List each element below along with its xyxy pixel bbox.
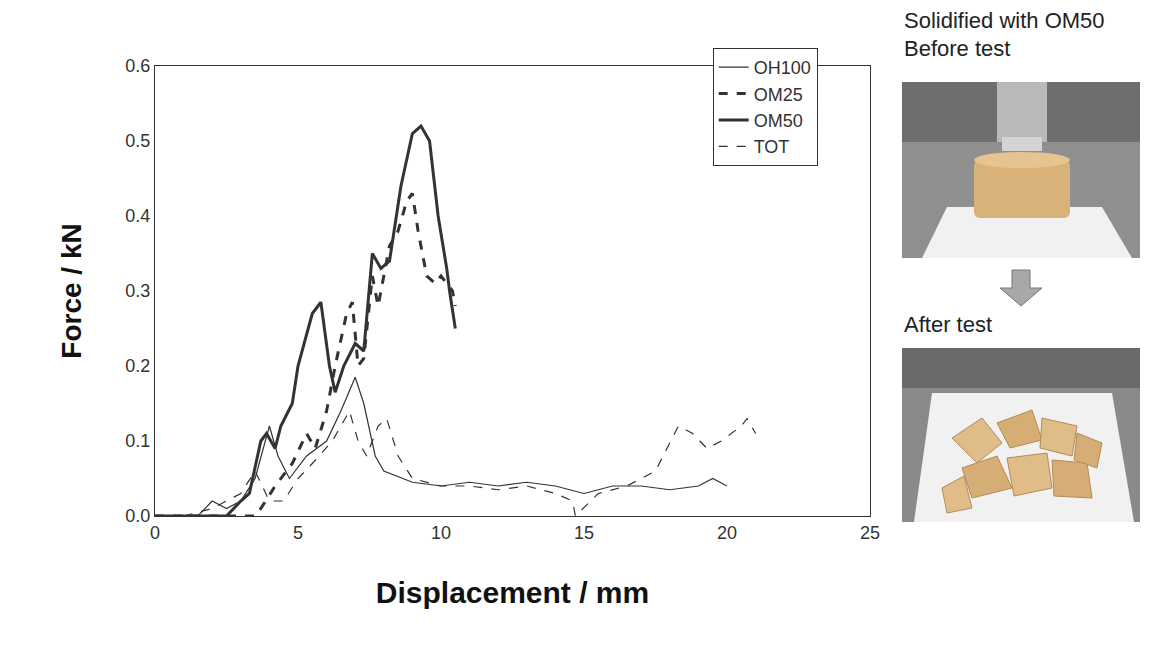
svg-text:20: 20 — [717, 523, 737, 543]
svg-text:5: 5 — [293, 523, 303, 543]
svg-text:25: 25 — [860, 523, 880, 543]
svg-text:0: 0 — [150, 523, 160, 543]
svg-text:Force / kN: Force / kN — [56, 223, 87, 358]
html-text:After test: After test — [904, 312, 992, 337]
svg-text:0.4: 0.4 — [125, 206, 150, 226]
svg-text:0.1: 0.1 — [125, 431, 150, 451]
svg-text:0.5: 0.5 — [125, 131, 150, 151]
svg-text:0.3: 0.3 — [125, 281, 150, 301]
svg-text:OM50: OM50 — [754, 111, 803, 131]
svg-text:15: 15 — [574, 523, 594, 543]
html-text:Before test: Before test — [904, 36, 1011, 61]
svg-text:0.0: 0.0 — [125, 506, 150, 526]
svg-text:OH100: OH100 — [754, 58, 811, 78]
html-text:Solidified with OM50: Solidified with OM50 — [904, 8, 1105, 33]
svg-text:0.2: 0.2 — [125, 356, 150, 376]
svg-text:0.6: 0.6 — [125, 56, 150, 76]
svg-text:OM25: OM25 — [754, 85, 803, 105]
svg-text:TOT: TOT — [754, 137, 790, 157]
svg-text:Displacement / mm: Displacement / mm — [376, 576, 649, 609]
svg-text:10: 10 — [431, 523, 451, 543]
